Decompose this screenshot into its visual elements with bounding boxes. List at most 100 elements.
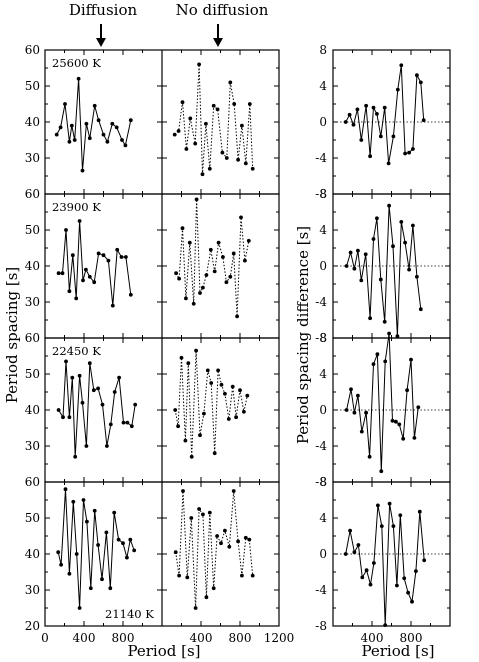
no-diffusion-point (207, 510, 212, 515)
no-diffusion-point (215, 107, 220, 112)
no-diffusion-point (176, 129, 181, 133)
difference-point (415, 274, 419, 279)
difference-point (349, 387, 353, 392)
difference-point (390, 418, 395, 423)
no-diffusion-point (232, 102, 237, 106)
diffusion-point (87, 361, 92, 366)
no-diffusion-point (227, 544, 232, 549)
difference-point (368, 154, 372, 159)
no-diffusion-point (194, 197, 199, 202)
x-tick-label: 400 (190, 631, 213, 645)
no-diffusion-point (228, 80, 233, 85)
no-diffusion-point (198, 433, 202, 438)
diffusion-point (129, 424, 134, 429)
y-tick-label: -8 (315, 331, 327, 345)
y-tick-label: 8 (319, 43, 327, 57)
difference-point (414, 569, 418, 573)
no-diffusion-point (173, 408, 178, 412)
diffusion-point (87, 136, 92, 141)
y-tick-label: -4 (315, 295, 327, 309)
difference-point (421, 118, 426, 123)
diffusion-arrow (96, 24, 106, 47)
no-diffusion-point (188, 116, 193, 121)
difference-point (391, 524, 396, 528)
diffusion-point (96, 543, 100, 547)
difference-point (368, 316, 372, 321)
difference-line (346, 333, 419, 472)
diffusion-point (116, 537, 121, 542)
difference-point (415, 73, 419, 78)
y-tick-label: 60 (25, 331, 40, 345)
header-diffusion: Diffusion (69, 1, 138, 19)
no-diffusion-point (176, 424, 181, 429)
y-tick-label: 8 (319, 475, 327, 489)
y-tick-label: 4 (319, 511, 327, 525)
diffusion-point (112, 390, 117, 394)
no-diffusion-point (208, 247, 213, 252)
diffusion-point (56, 550, 61, 555)
no-diffusion-point (223, 528, 227, 533)
x-tick-label: 800 (400, 631, 423, 645)
no-diffusion-point (189, 516, 194, 520)
no-diffusion-point (202, 411, 206, 416)
diffusion-point (54, 132, 59, 137)
difference-point (403, 151, 407, 156)
difference-point (399, 220, 404, 224)
diffusion-point (125, 420, 130, 425)
difference-point (397, 422, 402, 427)
difference-series (343, 501, 427, 627)
no-diffusion-point (236, 157, 241, 162)
diffusion-point (77, 219, 82, 223)
difference-point (410, 599, 414, 604)
difference-point (344, 264, 349, 268)
no-diffusion-point (215, 534, 220, 538)
difference-point (360, 575, 365, 580)
no-diffusion-point (189, 454, 194, 459)
diffusion-point (76, 76, 81, 81)
no-diffusion-point (173, 550, 178, 555)
difference-point (399, 63, 404, 68)
diffusion-point (125, 555, 129, 560)
y-tick-label: 0 (319, 259, 327, 273)
diffusion-point (77, 606, 82, 610)
y-tick-label: 30 (25, 439, 40, 453)
diffusion-point (67, 139, 72, 144)
y-tick-label: 50 (25, 367, 40, 381)
diffusion-point (58, 125, 63, 130)
no-diffusion-point (240, 123, 244, 128)
diffusion-point (105, 444, 109, 448)
diffusion-point (120, 138, 124, 142)
y-tick-label: 30 (25, 151, 40, 165)
no-diffusion-point (219, 382, 224, 387)
difference-point (367, 454, 372, 459)
temperature-label: 25600 K (52, 56, 101, 70)
diffusion-point (96, 386, 100, 391)
no-diffusion-point (247, 537, 252, 542)
diffusion-point (123, 143, 128, 148)
diffusion-point (101, 253, 106, 258)
no-diffusion-point (250, 573, 255, 578)
diffusion-point (128, 292, 133, 297)
diffusion-point (114, 125, 119, 130)
difference-point (401, 436, 406, 441)
no-diffusion-point (180, 226, 185, 231)
difference-point (347, 112, 352, 117)
diffusion-point (84, 121, 89, 126)
difference-point (375, 112, 379, 116)
no-diffusion-point (250, 166, 255, 171)
y-tick-label: 0 (319, 547, 327, 561)
diffusion-point (67, 289, 72, 294)
no-diffusion-point (240, 573, 244, 578)
diffusion-point (96, 118, 101, 123)
difference-point (412, 436, 417, 440)
difference-point (378, 277, 383, 282)
difference-line (346, 205, 422, 337)
no-diffusion-point (216, 240, 221, 245)
diffusion-point (121, 420, 126, 425)
diffusion-point (81, 498, 86, 502)
no-diffusion-point (234, 415, 239, 420)
y-tick-label: 60 (25, 43, 40, 57)
diffusion-point (63, 102, 67, 106)
left-x-axis-title: Period [s] (127, 642, 200, 660)
